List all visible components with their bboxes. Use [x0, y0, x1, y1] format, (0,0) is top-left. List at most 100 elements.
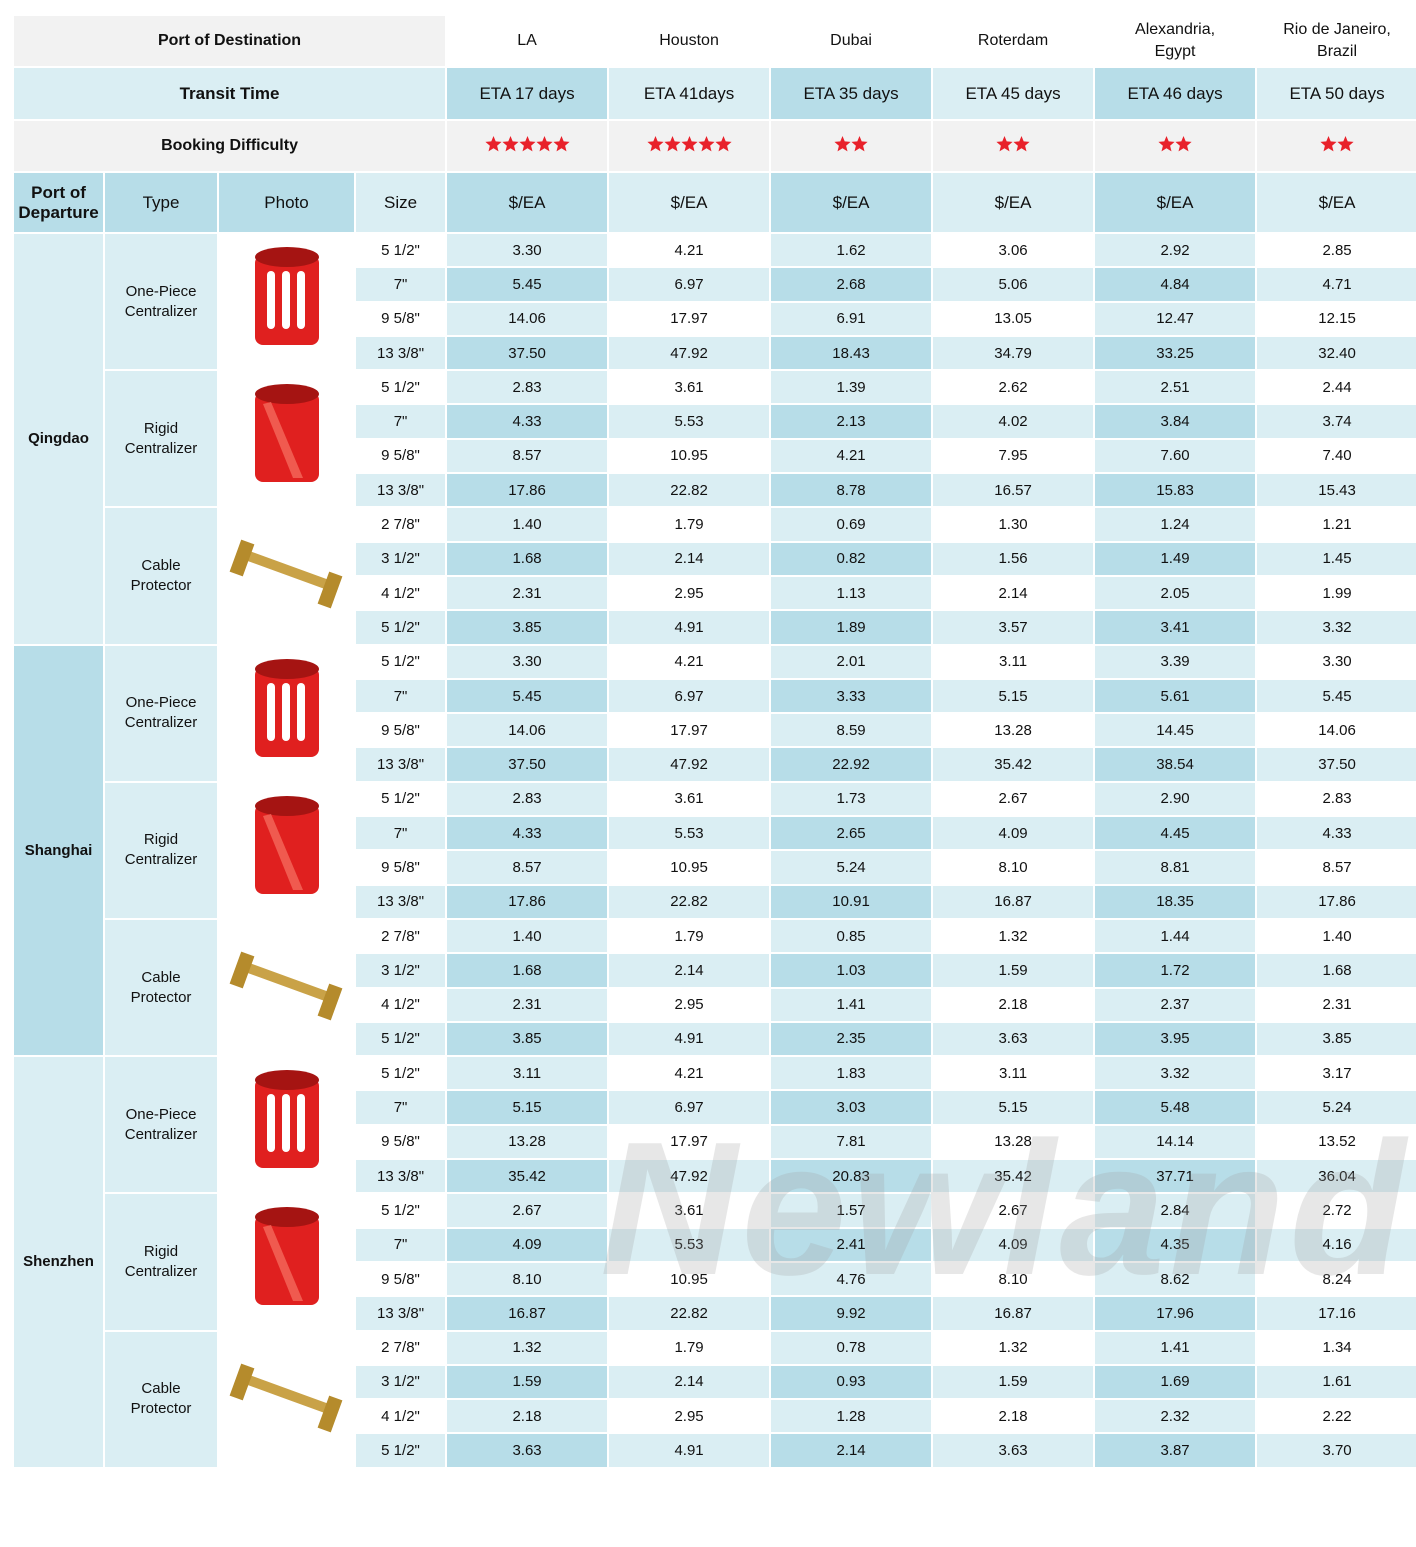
price: 3.61	[608, 370, 770, 404]
price: 4.21	[608, 1056, 770, 1090]
data-row: Rigid Centralizer5 1/2"2.673.611.572.672…	[13, 1193, 1416, 1227]
price: 3.33	[770, 679, 932, 713]
price: 13.28	[446, 1125, 608, 1159]
price: 14.06	[446, 713, 608, 747]
price: 2.83	[1256, 782, 1416, 816]
destination: Dubai	[770, 15, 932, 67]
size: 9 5/8"	[355, 1125, 446, 1159]
price: 2.14	[608, 953, 770, 987]
data-row: QingdaoOne-Piece Centralizer5 1/2"3.304.…	[13, 233, 1416, 267]
column-label: Size	[355, 172, 446, 233]
size: 13 3/8"	[355, 1159, 446, 1193]
slot	[297, 271, 305, 329]
size: 7"	[355, 1090, 446, 1124]
price: 2.51	[1094, 370, 1256, 404]
size: 5 1/2"	[355, 1433, 446, 1467]
price: 5.53	[608, 1228, 770, 1262]
product-photo	[227, 786, 347, 911]
price: 32.40	[1256, 336, 1416, 370]
price: 5.48	[1094, 1090, 1256, 1124]
price: 2.85	[1256, 233, 1416, 267]
product-type: One-Piece Centralizer	[104, 233, 218, 370]
price: 2.14	[608, 542, 770, 576]
price: 16.87	[932, 1296, 1094, 1330]
price: 18.35	[1094, 885, 1256, 919]
size: 3 1/2"	[355, 542, 446, 576]
price: 9.92	[770, 1296, 932, 1330]
price: 3.11	[932, 645, 1094, 679]
price: 1.99	[1256, 576, 1416, 610]
size: 2 7/8"	[355, 507, 446, 541]
price: 2.37	[1094, 988, 1256, 1022]
price: 1.68	[446, 542, 608, 576]
size: 4 1/2"	[355, 576, 446, 610]
data-row: Cable Protector2 7/8"1.401.790.691.301.2…	[13, 507, 1416, 541]
price: 14.14	[1094, 1125, 1256, 1159]
clamp	[317, 572, 342, 609]
data-row: ShanghaiOne-Piece Centralizer5 1/2"3.304…	[13, 645, 1416, 679]
price: 2.67	[932, 1193, 1094, 1227]
size: 5 1/2"	[355, 1193, 446, 1227]
photo-cell	[218, 919, 355, 1056]
product-photo	[227, 374, 347, 499]
price: 1.79	[608, 1331, 770, 1365]
price: 5.15	[932, 679, 1094, 713]
price: 2.95	[608, 988, 770, 1022]
size: 13 3/8"	[355, 336, 446, 370]
clamp	[317, 984, 342, 1021]
price: 1.24	[1094, 507, 1256, 541]
price: 8.57	[1256, 850, 1416, 884]
price: 1.03	[770, 953, 932, 987]
departure-port: Shanghai	[13, 645, 104, 1057]
eta: ETA 41days	[608, 67, 770, 120]
price: 6.97	[608, 267, 770, 301]
photo-cell	[218, 782, 355, 919]
header-row: Port of DestinationLAHoustonDubaiRoterda…	[13, 15, 1416, 67]
price: 17.97	[608, 713, 770, 747]
star	[485, 136, 501, 151]
price: 2.67	[932, 782, 1094, 816]
price: 4.16	[1256, 1228, 1416, 1262]
price: 3.61	[608, 1193, 770, 1227]
price: 1.79	[608, 919, 770, 953]
slot	[267, 271, 275, 329]
price: 2.14	[770, 1433, 932, 1467]
price: 1.73	[770, 782, 932, 816]
star	[698, 136, 714, 151]
price: 3.17	[1256, 1056, 1416, 1090]
star	[519, 136, 535, 151]
price: 3.61	[608, 782, 770, 816]
price: 5.15	[446, 1090, 608, 1124]
price: 2.68	[770, 267, 932, 301]
page: Port of DestinationLAHoustonDubaiRoterda…	[0, 0, 1416, 1547]
photo-cell	[218, 507, 355, 644]
size: 4 1/2"	[355, 988, 446, 1022]
price: 3.57	[932, 610, 1094, 644]
price: 22.82	[608, 473, 770, 507]
size: 7"	[355, 267, 446, 301]
price: 1.68	[446, 953, 608, 987]
price: 4.91	[608, 1433, 770, 1467]
star	[1013, 136, 1029, 151]
product-photo	[227, 1335, 347, 1460]
star-rating	[485, 135, 570, 153]
clamp	[317, 1395, 342, 1432]
product-type: Rigid Centralizer	[104, 1193, 218, 1330]
price: 4.84	[1094, 267, 1256, 301]
star	[834, 136, 850, 151]
price: 2.31	[1256, 988, 1416, 1022]
price: 1.61	[1256, 1365, 1416, 1399]
star	[553, 136, 569, 151]
price: 3.63	[932, 1433, 1094, 1467]
price: 3.06	[932, 233, 1094, 267]
photo-cell	[218, 1056, 355, 1193]
photo-cell	[218, 645, 355, 782]
price: 20.83	[770, 1159, 932, 1193]
size: 7"	[355, 404, 446, 438]
price: 2.95	[608, 576, 770, 610]
price: 2.01	[770, 645, 932, 679]
price: 17.96	[1094, 1296, 1256, 1330]
